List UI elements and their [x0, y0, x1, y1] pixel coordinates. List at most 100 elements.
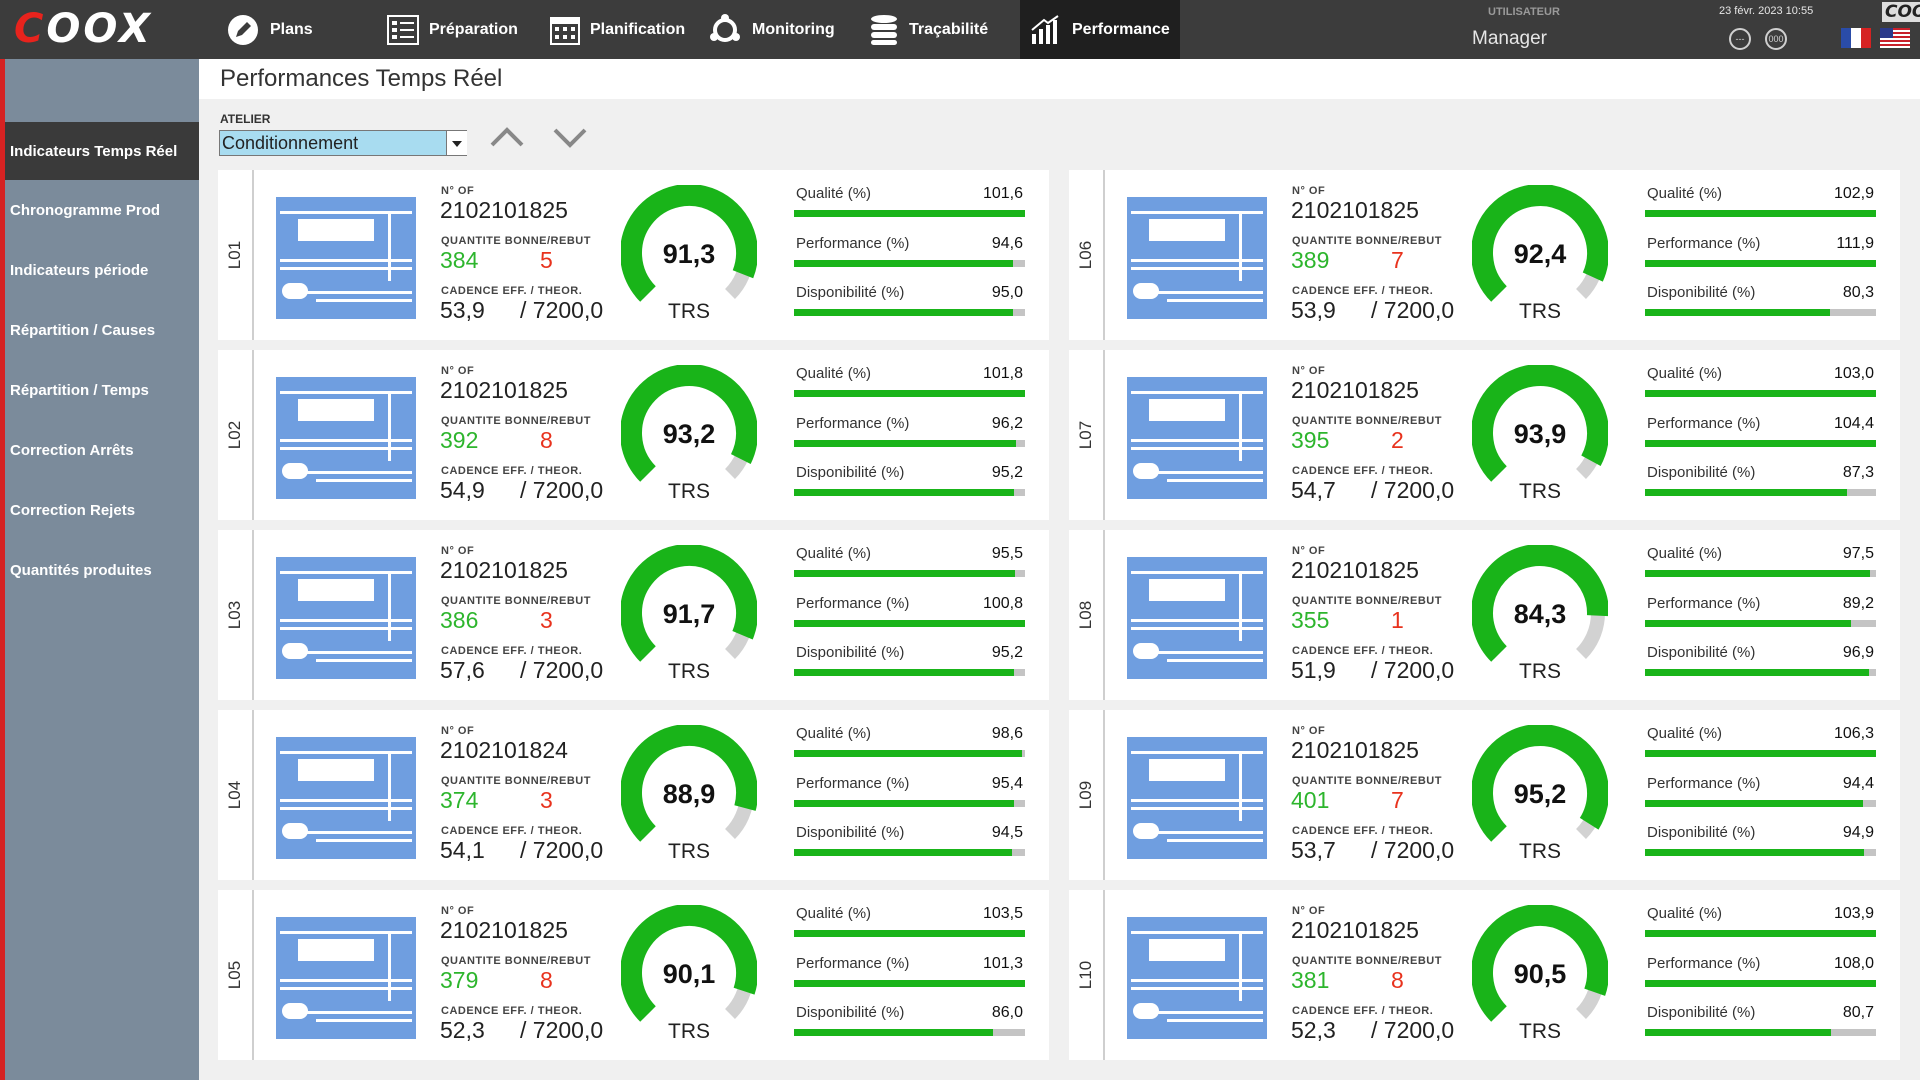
qualite-bar-fill	[794, 390, 1025, 397]
trs-gauge-fill	[621, 185, 757, 302]
qualite-bar-fill	[1645, 210, 1876, 217]
nav-preparation[interactable]: Préparation	[387, 0, 518, 59]
qualite-bar	[1645, 570, 1876, 577]
qualite-value: 101,6	[982, 185, 1023, 202]
cadence-effective: 52,3	[1291, 1017, 1336, 1043]
nav-planification[interactable]: Planification	[550, 0, 685, 59]
cadence-theoretical: / 7200,0	[1371, 837, 1455, 863]
performance-label: Performance (%)	[1647, 415, 1761, 432]
line-card[interactable]: L05 N° OF 2102101825 QUANTITE BONNE/REBU…	[218, 890, 1049, 1060]
performance-value: 108,0	[1833, 955, 1874, 972]
nav-performance[interactable]: Performance	[1020, 0, 1180, 59]
performance-bar	[794, 980, 1025, 987]
nav-monitoring[interactable]: Monitoring	[708, 0, 835, 59]
disponibilite-bar-fill	[794, 1029, 993, 1036]
coox-logo: COOX	[14, 6, 153, 52]
trs-gauge: 90,1 TRS	[621, 905, 757, 1043]
cadence-theoretical: / 7200,0	[1371, 657, 1455, 683]
atelier-select[interactable]	[219, 130, 467, 156]
disponibilite-bar	[1645, 489, 1876, 496]
of-label: N° OF	[1292, 185, 1326, 197]
line-card[interactable]: L02 N° OF 2102101825 QUANTITE BONNE/REBU…	[218, 350, 1049, 520]
qualite-value: 97,5	[1842, 545, 1874, 562]
reject-quantity: 2	[1391, 427, 1404, 453]
status-button-right[interactable]: 000	[1765, 28, 1787, 50]
trs-gauge: 90,5 TRS	[1472, 905, 1608, 1043]
qualite-bar	[794, 750, 1025, 757]
of-number: 2102101825	[440, 557, 568, 583]
sidebar-item-chronogramme-prod[interactable]: Chronogramme Prod	[10, 201, 161, 219]
trs-gauge-fill	[1472, 725, 1608, 842]
trs-value: 92,4	[1514, 239, 1567, 269]
cadence-label: CADENCE EFF. / THEOR.	[1292, 465, 1434, 477]
card-divider	[252, 170, 254, 340]
disponibilite-bar-fill	[1645, 849, 1865, 856]
of-number: 2102101825	[440, 917, 568, 943]
of-number: 2102101825	[1291, 377, 1419, 403]
performance-label: Performance (%)	[796, 775, 910, 792]
user-name[interactable]: Manager	[1472, 28, 1547, 49]
line-name-box: L07	[1069, 350, 1103, 520]
good-quantity: 355	[1291, 607, 1330, 633]
quantity-label: QUANTITE BONNE/REBUT	[1292, 775, 1442, 787]
sidebar-item-quantites-produites[interactable]: Quantités produites	[10, 561, 152, 579]
trs-value: 90,1	[663, 959, 716, 989]
trs-gauge-fill	[1472, 365, 1608, 482]
line-card[interactable]: L03 N° OF 2102101825 QUANTITE BONNE/REBU…	[218, 530, 1049, 700]
qualite-value: 101,8	[982, 365, 1023, 382]
line-card[interactable]: L04 N° OF 2102101824 QUANTITE BONNE/REBU…	[218, 710, 1049, 880]
line-card[interactable]: L09 N° OF 2102101825 QUANTITE BONNE/REBU…	[1069, 710, 1900, 880]
qualite-bar-fill	[794, 750, 1022, 757]
french-flag-icon[interactable]	[1841, 28, 1871, 48]
sidebar-item-repartition-temps[interactable]: Répartition / Temps	[10, 381, 149, 399]
trs-gauge-fill	[1472, 185, 1608, 302]
atelier-dropdown-button[interactable]	[446, 131, 467, 155]
trs-gauge: 95,2 TRS	[1472, 725, 1608, 863]
line-card[interactable]: L08 N° OF 2102101825 QUANTITE BONNE/REBU…	[1069, 530, 1900, 700]
qualite-bar	[1645, 390, 1876, 397]
line-name: L05	[225, 960, 244, 990]
qualite-bar	[1645, 750, 1876, 757]
line-name-box: L10	[1069, 890, 1103, 1060]
sidebar-item-correction-arrets[interactable]: Correction Arrêts	[10, 441, 134, 459]
cadence-label: CADENCE EFF. / THEOR.	[1292, 285, 1434, 297]
qualite-bar	[794, 390, 1025, 397]
good-quantity: 392	[440, 427, 479, 453]
sidebar-item-correction-rejets[interactable]: Correction Rejets	[10, 501, 136, 519]
line-card[interactable]: L01 N° OF 2102101825 QUANTITE BONNE/REBU…	[218, 170, 1049, 340]
cadence-label: CADENCE EFF. / THEOR.	[1292, 645, 1434, 657]
cadence-theoretical: / 7200,0	[520, 837, 604, 863]
trs-value: 90,5	[1514, 959, 1567, 989]
quantity-label: QUANTITE BONNE/REBUT	[441, 595, 591, 607]
trs-value: 91,3	[663, 239, 716, 269]
nav-tracabilite[interactable]: Traçabilité	[869, 0, 988, 59]
status-button-left[interactable]: ---	[1729, 28, 1751, 50]
sidebar-item-indicateurs-temps-reel[interactable]: Indicateurs Temps Réel	[5, 122, 199, 180]
qualite-bar	[794, 210, 1025, 217]
cadence-theoretical: / 7200,0	[520, 1017, 604, 1043]
chevron-down-icon[interactable]	[552, 125, 588, 149]
nav-plans[interactable]: Plans	[226, 0, 313, 59]
chevron-up-icon[interactable]	[489, 125, 525, 149]
sidebar-item-repartition-causes[interactable]: Répartition / Causes	[10, 321, 156, 339]
good-quantity: 381	[1291, 967, 1330, 993]
performance-bar	[794, 440, 1025, 447]
performance-bar	[1645, 260, 1876, 267]
accent-strip	[0, 59, 5, 1080]
line-name-box: L02	[218, 350, 252, 520]
line-card[interactable]: L10 N° OF 2102101825 QUANTITE BONNE/REBU…	[1069, 890, 1900, 1060]
line-card[interactable]: L07 N° OF 2102101825 QUANTITE BONNE/REBU…	[1069, 350, 1900, 520]
trs-value: 93,2	[663, 419, 716, 449]
sidebar-item-indicateurs-periode[interactable]: Indicateurs période	[10, 261, 149, 279]
cadence-effective: 53,9	[440, 297, 485, 323]
cadence-label: CADENCE EFF. / THEOR.	[1292, 1005, 1434, 1017]
cadence-label: CADENCE EFF. / THEOR.	[1292, 825, 1434, 837]
machine-icon	[276, 557, 416, 679]
cadence-label: CADENCE EFF. / THEOR.	[441, 1005, 583, 1017]
qualite-bar-fill	[794, 210, 1025, 217]
us-flag-icon[interactable]	[1880, 28, 1910, 48]
disponibilite-label: Disponibilité (%)	[1647, 1004, 1756, 1021]
nav-preparation-label: Préparation	[429, 20, 518, 38]
line-card[interactable]: L06 N° OF 2102101825 QUANTITE BONNE/REBU…	[1069, 170, 1900, 340]
performance-label: Performance (%)	[1647, 235, 1761, 252]
